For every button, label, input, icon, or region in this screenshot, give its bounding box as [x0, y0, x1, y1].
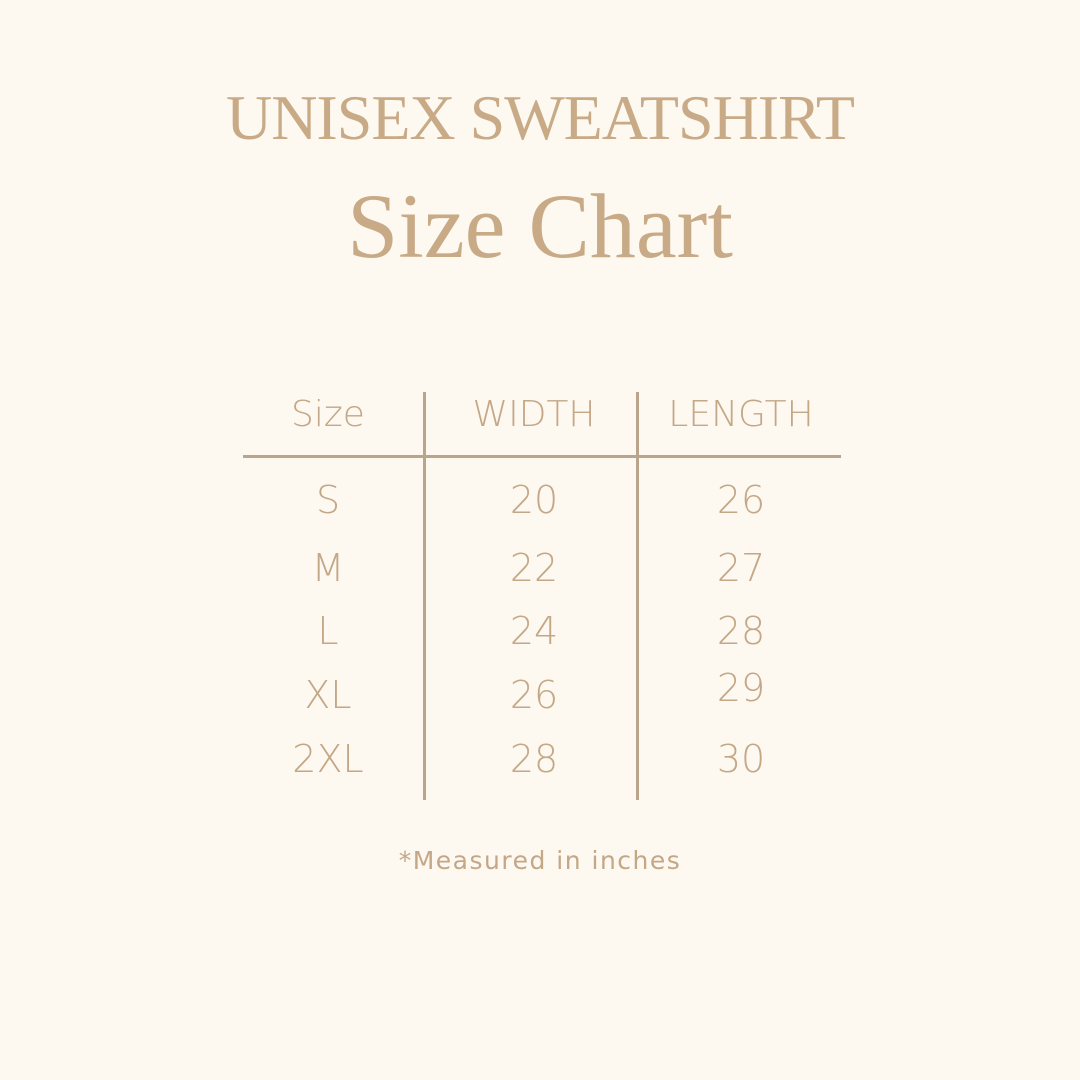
table-cell: 20 [509, 478, 559, 522]
header-divider [243, 455, 841, 458]
table-cell: 26 [716, 478, 766, 522]
table-cell: 30 [716, 737, 766, 781]
table-cell: S [315, 478, 341, 522]
table-cell: 28 [716, 609, 766, 653]
table-cell: 2XL [292, 737, 364, 781]
column-header: Size [291, 394, 365, 435]
page-title: Size Chart [347, 175, 733, 277]
column-divider [423, 392, 426, 800]
title-line1: UNISEX SWEATSHIRT [225, 82, 855, 153]
table-cell: XL [304, 673, 352, 717]
table-cell: M [311, 546, 345, 590]
column-divider [636, 392, 639, 800]
table-cell: L [317, 609, 339, 653]
footnote: *Measured in inches [398, 846, 682, 875]
column-header: LENGTH [668, 394, 814, 435]
table-cell: 22 [509, 546, 559, 590]
table-cell: 29 [716, 666, 766, 710]
table-cell: 24 [509, 609, 559, 653]
column-header: WIDTH [472, 394, 596, 435]
table-cell: 26 [509, 673, 559, 717]
table-cell: 27 [716, 546, 766, 590]
table-cell: 28 [509, 737, 559, 781]
